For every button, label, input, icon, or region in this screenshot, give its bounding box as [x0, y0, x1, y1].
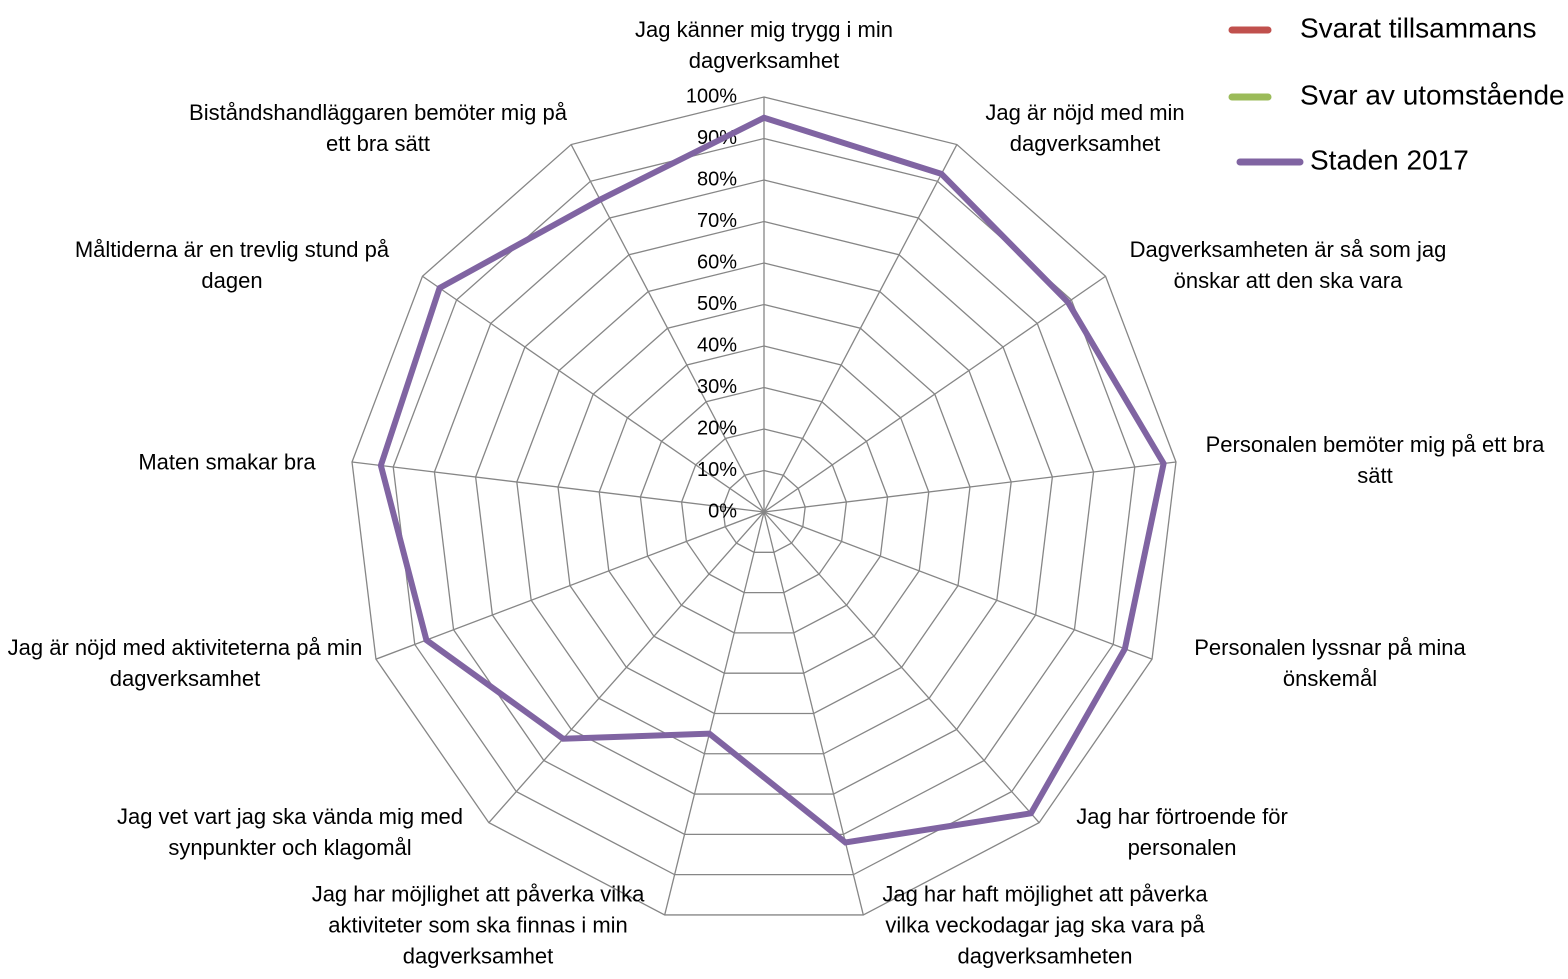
r-tick-label: 0%	[708, 500, 737, 522]
spoke	[763, 511, 1040, 824]
legend-label: Svarat tillsammans	[1300, 12, 1537, 43]
spoke	[488, 511, 765, 824]
r-tick-label: 60%	[697, 251, 737, 273]
r-tick-label: 20%	[697, 417, 737, 439]
spoke	[664, 511, 765, 916]
grid-ring	[680, 428, 848, 594]
spoke	[570, 144, 765, 513]
r-tick-label: 50%	[697, 293, 737, 315]
grid-ring	[433, 179, 1095, 836]
category-label: Biståndshandläggaren bemöter mig på ett …	[189, 100, 567, 156]
legend-label: Staden 2017	[1310, 144, 1469, 175]
category-label: Jag är nöjd med min dagverksamhet	[985, 100, 1185, 156]
category-label: Personalen bemöter mig på ett bra sätt	[1205, 432, 1545, 488]
spoke	[763, 461, 1177, 513]
category-label: Jag känner mig trygg i min dagverksamhet	[635, 17, 893, 73]
category-label: Jag vet vart jag ska vända mig med synpu…	[116, 804, 464, 860]
series-line	[377, 114, 1167, 846]
spoke	[351, 461, 765, 513]
category-label: Jag har förtroende för personalen	[1076, 804, 1288, 860]
r-tick-label: 80%	[697, 168, 737, 190]
spoke	[763, 275, 1106, 513]
grid-ring	[639, 386, 889, 634]
category-label: Jag har möjlighet att påverka vilka akti…	[311, 881, 645, 969]
legend-label: Svar av utomstående	[1300, 79, 1565, 110]
grid-ring	[351, 96, 1177, 916]
category-label: Måltiderna är en trevlig stund på dagen	[74, 237, 390, 293]
spoke	[763, 511, 1153, 660]
grid-ring	[722, 469, 806, 553]
grid-ring	[474, 220, 1054, 795]
r-tick-label: 40%	[697, 334, 737, 356]
grid-ring	[557, 303, 971, 715]
category-label: Personalen lyssnar på mina önskemål	[1194, 635, 1466, 691]
spoke	[763, 511, 864, 916]
category-label: Maten smakar bra	[138, 449, 316, 475]
spoke	[763, 144, 958, 513]
r-tick-label: 10%	[697, 459, 737, 481]
category-label: Jag är nöjd med aktiviteterna på min dag…	[7, 635, 363, 691]
grid-ring	[598, 345, 930, 674]
spoke	[375, 511, 765, 660]
r-tick-label: 70%	[697, 210, 737, 232]
r-tick-label: 30%	[697, 376, 737, 398]
r-tick-label: 100%	[686, 85, 737, 107]
category-label: Jag har haft möjlighet att påverka vilka…	[882, 881, 1208, 969]
spoke	[422, 275, 765, 513]
category-label: Dagverksamheten är så som jag önskar att…	[1129, 237, 1447, 293]
grid-ring	[516, 262, 1012, 755]
